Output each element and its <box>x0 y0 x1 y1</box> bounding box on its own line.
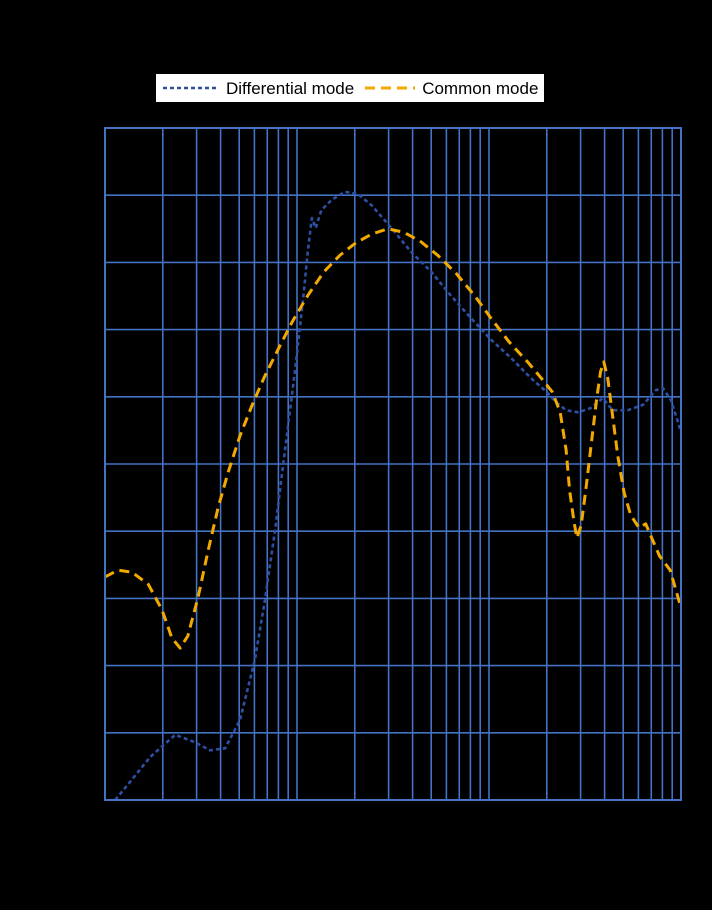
common-line-sample <box>365 86 416 90</box>
legend-label-common: Common mode <box>422 78 539 98</box>
legend-item-differential: Differential mode <box>162 80 354 97</box>
differential-mode-line <box>114 190 683 801</box>
differential-line-sample <box>163 86 219 90</box>
legend: Differential mode Common mode <box>156 74 545 102</box>
data-series <box>104 190 683 801</box>
common-mode-line <box>104 227 683 650</box>
legend-item-common: Common mode <box>364 80 538 97</box>
legend-label-differential: Differential mode <box>226 78 355 98</box>
plot-border <box>104 127 682 801</box>
